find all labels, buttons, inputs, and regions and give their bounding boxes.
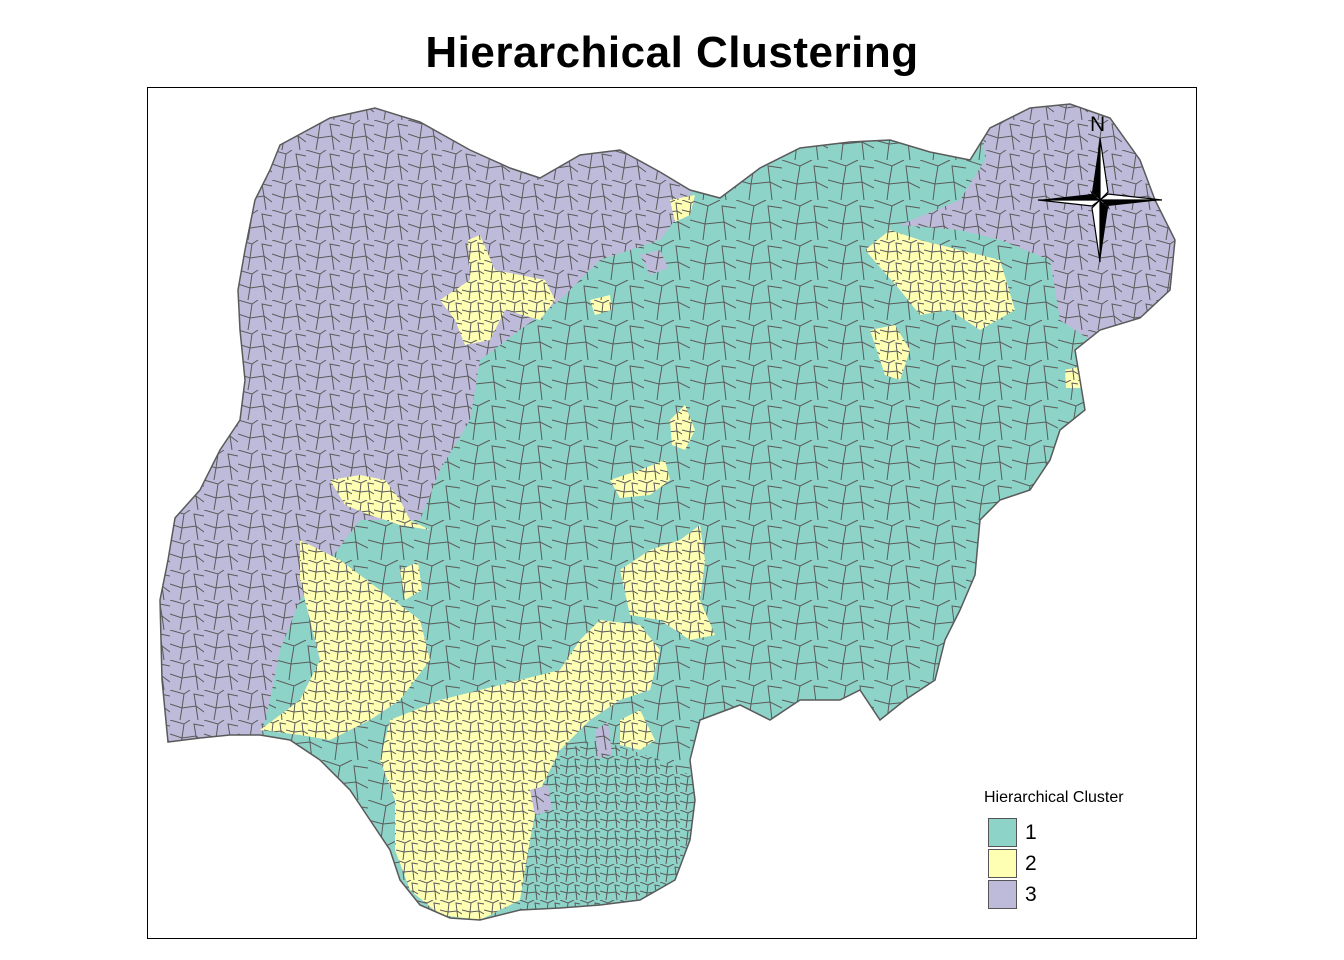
cluster-3-region[interactable] bbox=[595, 722, 612, 758]
cluster-3-region[interactable] bbox=[900, 90, 1195, 340]
cluster-3-region[interactable] bbox=[640, 250, 668, 275]
cluster-2-region[interactable] bbox=[260, 540, 430, 740]
cluster-2-region[interactable] bbox=[400, 562, 422, 600]
cluster-2-region[interactable] bbox=[870, 325, 910, 380]
legend-label: 3 bbox=[1025, 882, 1037, 906]
country-outline bbox=[159, 103, 1176, 921]
legend-title: Hierarchical Cluster bbox=[984, 789, 1124, 806]
map-title: Hierarchical Clustering bbox=[425, 28, 919, 77]
cluster-2-region[interactable] bbox=[670, 195, 695, 222]
legend-item: 3 bbox=[988, 879, 1184, 910]
cluster-3-region[interactable] bbox=[530, 785, 552, 815]
cluster-2-region[interactable] bbox=[440, 235, 555, 345]
legend-label: 2 bbox=[1025, 851, 1037, 875]
legend-item: 2 bbox=[988, 848, 1184, 879]
legend-swatch-1 bbox=[988, 818, 1017, 847]
map-frame bbox=[147, 87, 1197, 939]
cluster-2-region[interactable] bbox=[330, 475, 430, 530]
cluster-2-region[interactable] bbox=[865, 230, 1015, 330]
cluster-2-region[interactable] bbox=[380, 620, 660, 920]
compass-rose-icon bbox=[1037, 137, 1163, 263]
cluster-2-region[interactable] bbox=[670, 405, 695, 450]
legend-item: 1 bbox=[988, 817, 1184, 848]
cluster-1-region[interactable] bbox=[520, 740, 700, 915]
cluster-2-region[interactable] bbox=[610, 460, 670, 498]
cluster-3-region[interactable] bbox=[150, 90, 700, 745]
north-label: N bbox=[1090, 113, 1106, 136]
legend-label: 1 bbox=[1025, 820, 1037, 844]
legend-swatch-3 bbox=[988, 880, 1017, 909]
cluster-2-region[interactable] bbox=[620, 525, 715, 640]
cluster-2-region[interactable] bbox=[620, 710, 655, 750]
legend-swatch-2 bbox=[988, 849, 1017, 878]
legend: Hierarchical Cluster 1 2 3 bbox=[984, 789, 1184, 910]
cluster-2-region[interactable] bbox=[590, 295, 612, 315]
